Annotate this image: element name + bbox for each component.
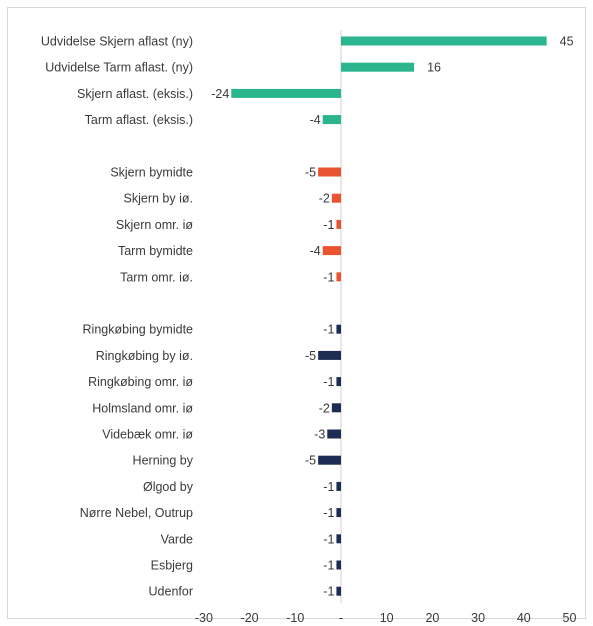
category-label: Herning by <box>133 454 194 468</box>
bar-tarm-aflast-eksis <box>322 115 341 125</box>
data-label: -2 <box>319 401 330 415</box>
x-tick-label: - <box>339 611 343 625</box>
category-label: Skjern omr. iø <box>116 218 193 232</box>
value-labels-group: 4516-24-4-5-2-1-4-1-1-5-1-2-3-5-1-1-1-1-… <box>211 35 573 599</box>
bar-skjern-omr-iø <box>336 219 341 229</box>
x-axis-ticks-group: -30 -20 -10-10 20 30 40 50 <box>195 611 577 625</box>
category-label: Varde <box>161 532 193 546</box>
bar-esbjerg <box>336 560 341 570</box>
category-label: Tarm omr. iø. <box>120 270 193 284</box>
category-label: Udenfor <box>149 585 193 599</box>
bar-udvidelse-tarm-aflast-ny <box>341 62 415 72</box>
category-label: Udvidelse Skjern aflast (ny) <box>41 35 193 49</box>
bar-udenfor <box>336 586 341 596</box>
bar-videbæk-omr-iø <box>327 429 341 439</box>
chart-frame <box>7 7 586 619</box>
bar-skjern-aflast-eksis <box>231 88 341 98</box>
bar-herning-by <box>318 455 341 465</box>
data-label: -1 <box>323 506 334 520</box>
x-tick-label: 50 <box>563 611 577 625</box>
data-label: -1 <box>323 375 334 389</box>
data-label: -1 <box>323 532 334 546</box>
data-label: -24 <box>211 87 229 101</box>
bar-nørre-nebel-outrup <box>336 508 341 518</box>
category-label: Skjern by iø. <box>124 192 193 206</box>
data-label: -4 <box>310 113 321 127</box>
data-label: -1 <box>323 270 334 284</box>
data-label: -3 <box>314 428 325 442</box>
category-label: Holmsland omr. iø <box>92 401 193 415</box>
x-tick-label: 30 <box>471 611 485 625</box>
data-label: -1 <box>323 480 334 494</box>
bar-varde <box>336 534 341 544</box>
bar-ringkøbing-omr-iø <box>336 377 341 387</box>
data-label: -1 <box>323 218 334 232</box>
category-label: Videbæk omr. iø <box>102 428 193 442</box>
x-tick-label: 40 <box>517 611 531 625</box>
x-tick-label: 20 <box>425 611 439 625</box>
category-label: Ringkøbing omr. iø <box>88 375 193 389</box>
bar-ølgod-by <box>336 481 341 491</box>
category-label: Esbjerg <box>151 559 193 573</box>
data-label: -1 <box>323 559 334 573</box>
data-label: -1 <box>323 585 334 599</box>
category-label: Skjern aflast. (eksis.) <box>77 87 193 101</box>
bar-tarm-bymidte <box>322 246 341 256</box>
category-label: Tarm aflast. (eksis.) <box>85 113 193 127</box>
data-label: -5 <box>305 349 316 363</box>
x-tick-label: -10 <box>286 611 304 625</box>
category-label: Tarm bymidte <box>118 244 193 258</box>
data-label: -5 <box>305 454 316 468</box>
data-label: -5 <box>305 166 316 180</box>
bar-holmsland-omr-iø <box>331 403 341 413</box>
category-label: Nørre Nebel, Outrup <box>80 506 193 520</box>
category-label: Udvidelse Tarm aflast. (ny) <box>45 61 193 75</box>
bar-udvidelse-skjern-aflast-ny <box>341 36 547 46</box>
category-label: Ringkøbing bymidte <box>83 323 194 337</box>
category-labels-group: Udvidelse Skjern aflast (ny) Udvidelse Ta… <box>41 35 194 599</box>
data-label: -4 <box>310 244 321 258</box>
bar-tarm-omr-iø <box>336 272 341 282</box>
data-label: -2 <box>319 192 330 206</box>
bars-group <box>231 36 547 596</box>
bar-skjern-by-iø <box>331 193 341 203</box>
x-tick-label: -30 <box>195 611 213 625</box>
data-label: 45 <box>560 35 574 49</box>
bar-skjern-bymidte <box>318 167 341 177</box>
category-label: Skjern bymidte <box>110 166 193 180</box>
x-tick-label: 10 <box>380 611 394 625</box>
data-label: -1 <box>323 323 334 337</box>
category-label: Ringkøbing by iø. <box>96 349 193 363</box>
bar-ringkøbing-bymidte <box>336 324 341 334</box>
x-tick-label: -20 <box>241 611 259 625</box>
category-label: Ølgod by <box>143 480 194 494</box>
data-label: 16 <box>427 61 441 75</box>
bar-ringkøbing-by-iø <box>318 350 341 360</box>
